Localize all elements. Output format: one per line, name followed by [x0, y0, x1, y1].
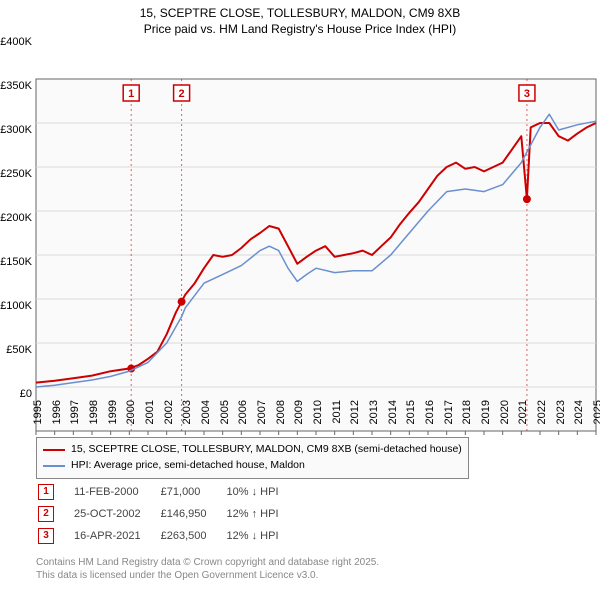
- legend-item: HPI: Average price, semi-detached house,…: [43, 458, 462, 474]
- xtick-label: 2005: [219, 400, 231, 424]
- marker-badge: 2: [38, 506, 54, 522]
- xtick-label: 2008: [275, 400, 287, 424]
- xtick-label: 2010: [312, 400, 324, 424]
- marker-table: 1 11-FEB-2000£71,00010% ↓ HPI 2 25-OCT-2002…: [36, 480, 299, 548]
- marker-badge: 1: [38, 484, 54, 500]
- marker-date: 16-APR-2021: [74, 526, 159, 546]
- xtick-label: 2009: [293, 400, 305, 424]
- ytick-label: £250K: [0, 168, 32, 180]
- ytick-label: £200K: [0, 212, 32, 224]
- marker-date: 11-FEB-2000: [74, 482, 159, 502]
- legend-label: 15, SCEPTRE CLOSE, TOLLESBURY, MALDON, C…: [71, 442, 462, 458]
- marker-price: £263,500: [161, 526, 225, 546]
- ytick-label: £350K: [0, 80, 32, 92]
- xtick-label: 2014: [387, 400, 399, 424]
- footer-line1: Contains HM Land Registry data © Crown c…: [36, 556, 379, 569]
- xtick-label: 2022: [536, 400, 548, 424]
- legend-label: HPI: Average price, semi-detached house,…: [71, 458, 305, 474]
- svg-text:3: 3: [524, 88, 530, 100]
- xtick-label: 2007: [256, 400, 268, 424]
- xtick-label: 2002: [163, 400, 175, 424]
- xtick-label: 2018: [461, 400, 473, 424]
- chart-container: 15, SCEPTRE CLOSE, TOLLESBURY, MALDON, C…: [0, 0, 600, 590]
- xtick-label: 1997: [69, 400, 81, 424]
- xtick-label: 2017: [443, 400, 455, 424]
- xtick-label: 2015: [405, 400, 417, 424]
- footer-line2: This data is licensed under the Open Gov…: [36, 569, 379, 582]
- xtick-label: 1996: [51, 400, 63, 424]
- ytick-label: £0: [20, 388, 32, 400]
- marker-table-row: 3 16-APR-2021£263,50012% ↓ HPI: [38, 526, 297, 546]
- ytick-label: £50K: [6, 344, 32, 356]
- xtick-label: 1998: [88, 400, 100, 424]
- plot-svg: 1 2 3: [0, 37, 600, 437]
- ytick-label: £100K: [0, 300, 32, 312]
- xtick-label: 2001: [144, 400, 156, 424]
- sale-marker-badge: 3: [519, 85, 535, 101]
- marker-delta: 10% ↓ HPI: [227, 482, 297, 502]
- marker-table-row: 1 11-FEB-2000£71,00010% ↓ HPI: [38, 482, 297, 502]
- marker-table-row: 2 25-OCT-2002£146,95012% ↑ HPI: [38, 504, 297, 524]
- ytick-label: £400K: [0, 36, 32, 48]
- xtick-label: 1995: [32, 400, 44, 424]
- xtick-label: 2006: [237, 400, 249, 424]
- xtick-label: 2012: [349, 400, 361, 424]
- marker-date: 25-OCT-2002: [74, 504, 159, 524]
- xtick-label: 2016: [424, 400, 436, 424]
- marker-price: £146,950: [161, 504, 225, 524]
- xtick-label: 2025: [592, 400, 600, 424]
- title-line1: 15, SCEPTRE CLOSE, TOLLESBURY, MALDON, C…: [0, 6, 600, 22]
- chart-title: 15, SCEPTRE CLOSE, TOLLESBURY, MALDON, C…: [0, 0, 600, 37]
- xtick-label: 2019: [480, 400, 492, 424]
- legend: 15, SCEPTRE CLOSE, TOLLESBURY, MALDON, C…: [36, 437, 469, 479]
- xtick-label: 2013: [368, 400, 380, 424]
- xtick-label: 2020: [499, 400, 511, 424]
- xtick-label: 2003: [181, 400, 193, 424]
- xtick-label: 2021: [517, 400, 529, 424]
- svg-text:2: 2: [179, 88, 185, 100]
- title-line2: Price paid vs. HM Land Registry's House …: [0, 22, 600, 38]
- marker-delta: 12% ↓ HPI: [227, 526, 297, 546]
- ytick-label: £300K: [0, 124, 32, 136]
- sale-marker-badge: 1: [123, 85, 139, 101]
- xtick-label: 2004: [200, 400, 212, 424]
- xtick-label: 2023: [555, 400, 567, 424]
- legend-item: 15, SCEPTRE CLOSE, TOLLESBURY, MALDON, C…: [43, 442, 462, 458]
- xtick-label: 2011: [331, 400, 343, 424]
- marker-delta: 12% ↑ HPI: [227, 504, 297, 524]
- legend-swatch: [43, 449, 65, 451]
- xtick-label: 2000: [125, 400, 137, 424]
- marker-price: £71,000: [161, 482, 225, 502]
- legend-swatch: [43, 465, 65, 467]
- marker-badge: 3: [38, 528, 54, 544]
- xtick-label: 2024: [573, 400, 585, 424]
- sale-marker-badge: 2: [174, 85, 190, 101]
- svg-text:1: 1: [128, 88, 134, 100]
- footer-note: Contains HM Land Registry data © Crown c…: [36, 556, 379, 582]
- xtick-label: 1999: [107, 400, 119, 424]
- ytick-label: £150K: [0, 256, 32, 268]
